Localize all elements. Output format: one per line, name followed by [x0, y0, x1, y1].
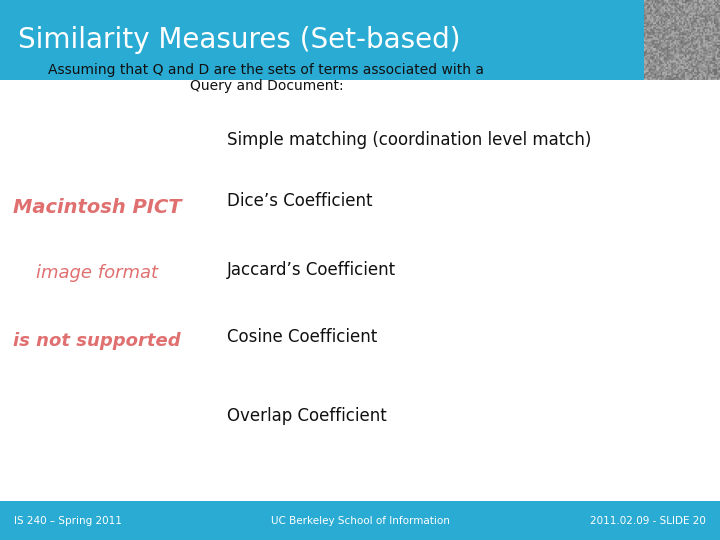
- Bar: [0, 501, 720, 540]
- Text: Cosine Coefficient: Cosine Coefficient: [227, 328, 377, 347]
- Text: Similarity Measures (Set-based): Similarity Measures (Set-based): [18, 26, 461, 54]
- Text: is not supported: is not supported: [14, 332, 181, 350]
- Text: Macintosh PICT: Macintosh PICT: [13, 198, 181, 218]
- Text: UC Berkeley School of Information: UC Berkeley School of Information: [271, 516, 449, 525]
- Text: Dice’s Coefficient: Dice’s Coefficient: [227, 192, 372, 211]
- Bar: [0, 0, 720, 80]
- Text: image format: image format: [36, 264, 158, 282]
- Text: Overlap Coefficient: Overlap Coefficient: [227, 407, 387, 425]
- Text: Query and Document:: Query and Document:: [189, 79, 343, 93]
- Text: Jaccard’s Coefficient: Jaccard’s Coefficient: [227, 261, 396, 279]
- Bar: [644, 0, 720, 80]
- Text: 2011.02.09 - SLIDE 20: 2011.02.09 - SLIDE 20: [590, 516, 706, 525]
- Text: Simple matching (coordination level match): Simple matching (coordination level matc…: [227, 131, 591, 150]
- Text: Assuming that Q and D are the sets of terms associated with a: Assuming that Q and D are the sets of te…: [48, 63, 485, 77]
- Text: IS 240 – Spring 2011: IS 240 – Spring 2011: [14, 516, 122, 525]
